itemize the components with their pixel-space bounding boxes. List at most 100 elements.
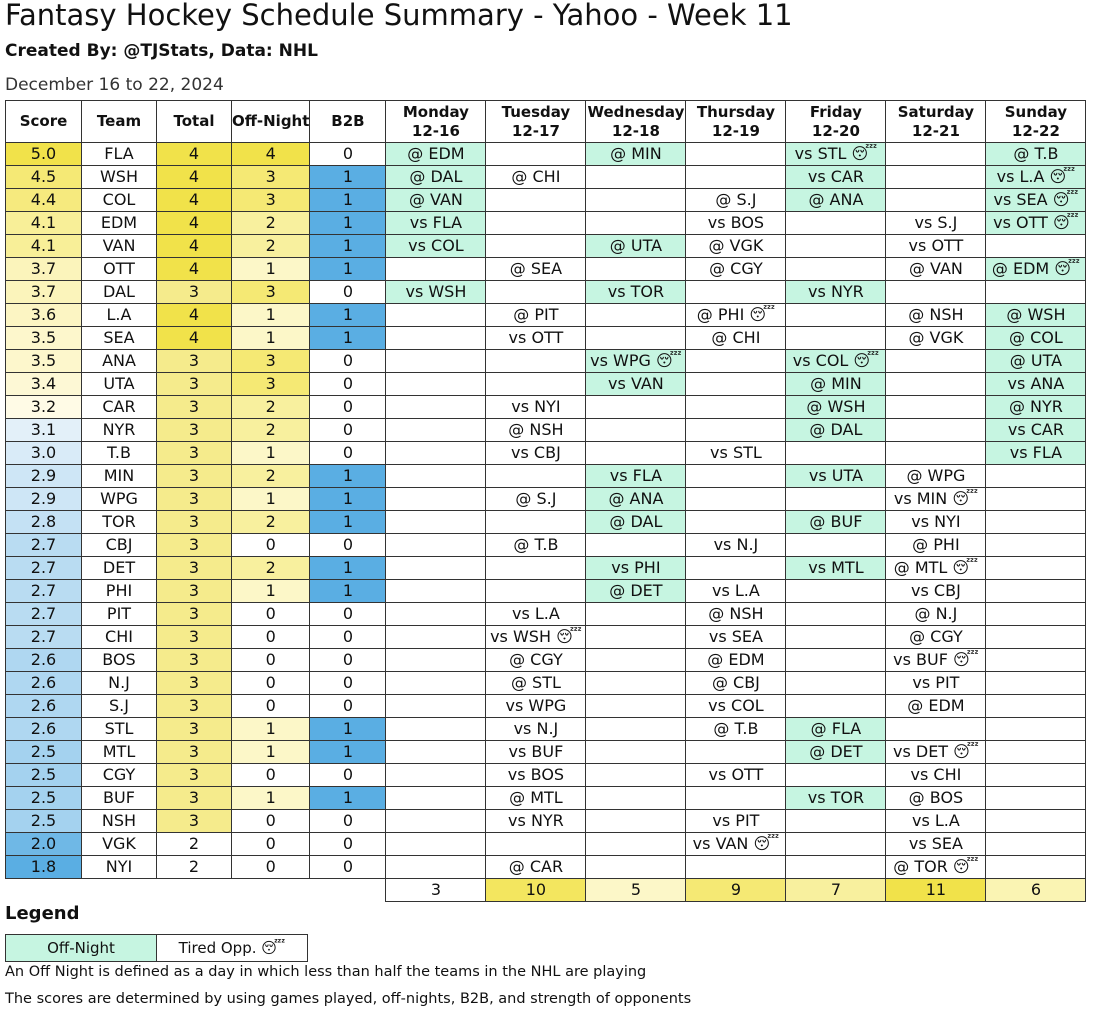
game-cell <box>385 648 487 672</box>
game-opponent: vs N.J <box>713 535 759 554</box>
game-cell: @ UTA <box>585 234 687 258</box>
game-opponent: vs SEA <box>908 834 963 853</box>
score-cell: 2.9 <box>5 487 82 511</box>
game-opponent: vs BOS <box>707 213 765 232</box>
game-opponent: vs L.A <box>912 811 960 830</box>
game-cell: vs NYR <box>485 809 587 833</box>
game-opponent: vs N.J <box>513 719 559 738</box>
game-cell <box>885 395 987 419</box>
game-cell <box>385 326 487 350</box>
game-opponent: vs PHI <box>611 558 661 577</box>
game-cell: vs CAR <box>785 165 887 189</box>
game-cell <box>985 694 1087 718</box>
b2b-cell: 1 <box>309 211 387 235</box>
game-opponent: @ VGK <box>708 236 764 255</box>
offnight-cell: 2 <box>230 464 311 488</box>
b2b-cell: 1 <box>309 786 387 810</box>
sleepy-face-icon: 😴 <box>953 742 979 761</box>
game-cell: vs UTA <box>785 464 887 488</box>
game-opponent: @ WSH <box>806 397 866 416</box>
team-cell: PHI <box>81 579 157 603</box>
game-opponent: @ MTL <box>509 788 563 807</box>
day-date: 12-20 <box>811 121 860 140</box>
score-cell: 5.0 <box>5 142 82 166</box>
b2b-cell: 1 <box>309 464 387 488</box>
b2b-cell: 1 <box>309 257 387 281</box>
game-opponent: vs S.J <box>914 213 958 232</box>
game-cell <box>785 855 887 879</box>
game-cell <box>685 464 787 488</box>
game-cell <box>785 579 887 603</box>
game-cell <box>385 556 487 580</box>
game-opponent: vs OTT <box>708 765 764 784</box>
team-cell: WPG <box>81 487 157 511</box>
game-cell: @ DET <box>585 579 687 603</box>
day-date: 12-21 <box>911 121 960 140</box>
game-cell: vs WPG <box>485 694 587 718</box>
team-cell: UTA <box>81 372 157 396</box>
blank-cell <box>310 879 386 902</box>
game-opponent: vs WPG <box>590 351 651 370</box>
score-cell: 2.6 <box>5 717 82 741</box>
total-cell: 3 <box>156 763 232 787</box>
game-opponent: @ NSH <box>908 305 964 324</box>
score-cell: 3.6 <box>5 303 82 327</box>
game-cell <box>985 280 1087 304</box>
blank-cell <box>82 879 157 902</box>
game-cell: vs OTT <box>685 763 787 787</box>
game-opponent: vs L.A <box>712 581 760 600</box>
team-row: 4.4 COL 4 3 1 @ VAN @ S.J @ ANA vs SEA 😴 <box>5 188 1087 212</box>
game-cell: @ DET <box>785 740 887 764</box>
total-cell: 3 <box>156 786 232 810</box>
team-row: 4.5 WSH 4 3 1 @ DAL @ CHI vs CAR vs L.A 😴 <box>5 165 1087 189</box>
game-cell: vs BUF 😴 <box>885 648 987 672</box>
game-cell <box>485 142 587 166</box>
game-opponent: vs CBJ <box>911 581 961 600</box>
game-cell <box>985 855 1087 879</box>
game-cell: @ CGY <box>485 648 587 672</box>
score-cell: 2.7 <box>5 625 82 649</box>
game-cell: vs OTT <box>885 234 987 258</box>
team-cell: CBJ <box>81 533 157 557</box>
game-cell <box>985 786 1087 810</box>
game-cell <box>485 510 587 534</box>
game-cell <box>485 464 587 488</box>
legend-box: Off-Night Tired Opp. 😴 <box>5 934 308 962</box>
game-cell: vs BOS <box>685 211 787 235</box>
total-cell: 3 <box>156 418 232 442</box>
game-opponent: @ VAN <box>908 259 963 278</box>
game-cell <box>985 533 1087 557</box>
team-row: 2.8 TOR 3 2 1 @ DAL @ BUF vs NYI <box>5 510 1087 534</box>
score-cell: 2.5 <box>5 786 82 810</box>
game-cell <box>785 763 887 787</box>
game-opponent: vs OTT <box>993 213 1048 232</box>
game-opponent: vs CAR <box>1007 420 1064 439</box>
game-cell <box>585 418 687 442</box>
offnight-cell: 0 <box>230 809 311 833</box>
team-cell: S.J <box>81 694 157 718</box>
team-cell: OTT <box>81 257 157 281</box>
total-cell: 3 <box>156 349 232 373</box>
game-cell: vs WSH 😴 <box>485 625 587 649</box>
total-cell: 3 <box>156 579 232 603</box>
game-cell: @ PIT <box>485 303 587 327</box>
game-opponent: vs WSH <box>405 282 467 301</box>
game-cell <box>985 625 1087 649</box>
game-cell: @ VGK <box>885 326 987 350</box>
sleepy-face-icon: 😴 <box>952 558 979 577</box>
game-opponent: vs NYR <box>508 811 564 830</box>
total-cell: 3 <box>156 625 232 649</box>
game-cell: @ BUF <box>785 510 887 534</box>
score-cell: 3.5 <box>5 349 82 373</box>
game-cell: vs BUF <box>485 740 587 764</box>
offnight-cell: 0 <box>230 832 311 856</box>
game-cell <box>385 372 487 396</box>
game-opponent: vs BOS <box>507 765 565 784</box>
team-row: 4.1 EDM 4 2 1 vs FLA vs BOS vs S.J vs OTT 😴 <box>5 211 1087 235</box>
game-cell <box>985 832 1087 856</box>
game-cell <box>585 395 687 419</box>
game-opponent: vs SEA <box>993 190 1048 209</box>
day-total-cell: 10 <box>485 878 587 902</box>
total-cell: 3 <box>156 441 232 465</box>
total-cell: 4 <box>156 326 232 350</box>
